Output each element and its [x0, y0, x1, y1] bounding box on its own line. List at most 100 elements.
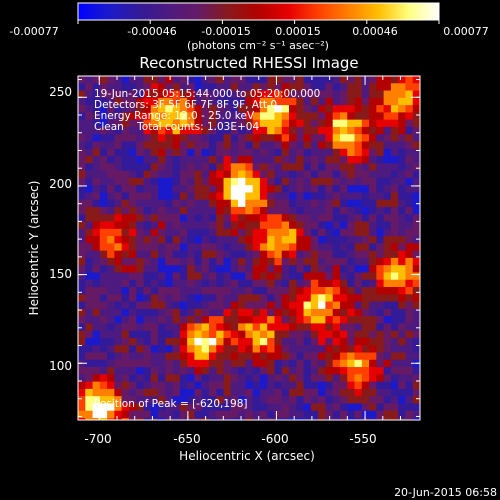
- image-pixel: [259, 76, 268, 84]
- image-pixel: [390, 236, 399, 244]
- image-pixel: [136, 221, 144, 230]
- image-pixel: [252, 272, 261, 281]
- image-pixel: [267, 257, 275, 266]
- image-pixel: [187, 90, 195, 99]
- image-pixel: [267, 228, 275, 237]
- image-pixel: [267, 177, 275, 186]
- image-pixel: [339, 367, 348, 375]
- image-pixel: [92, 236, 101, 244]
- image-pixel: [99, 316, 108, 324]
- image-pixel: [390, 381, 399, 390]
- image-pixel: [230, 199, 239, 208]
- image-pixel: [78, 316, 86, 324]
- image-pixel: [99, 388, 108, 397]
- image-pixel: [412, 156, 420, 164]
- image-pixel: [136, 323, 144, 332]
- image-pixel: [398, 316, 406, 324]
- image-pixel: [158, 192, 166, 201]
- image-pixel: [114, 170, 123, 179]
- image-pixel: [289, 374, 297, 383]
- image-pixel: [390, 257, 399, 266]
- image-pixel: [398, 418, 406, 420]
- image-pixel: [158, 148, 166, 157]
- image-pixel: [172, 156, 181, 164]
- image-pixel: [114, 308, 123, 317]
- image-pixel: [390, 396, 399, 404]
- image-pixel: [238, 410, 246, 419]
- image-pixel: [238, 337, 246, 346]
- image-pixel: [369, 388, 377, 397]
- image-pixel: [296, 308, 304, 317]
- image-pixel: [274, 345, 283, 353]
- image-pixel: [412, 243, 420, 252]
- image-pixel: [216, 185, 224, 193]
- image-pixel: [325, 301, 334, 310]
- image-pixel: [354, 243, 363, 252]
- image-pixel: [332, 396, 341, 404]
- image-pixel: [223, 388, 232, 397]
- image-pixel: [310, 156, 319, 164]
- image-pixel: [281, 228, 290, 237]
- image-pixel: [390, 250, 399, 259]
- image-pixel: [150, 396, 159, 404]
- info-line-time: 19-Jun-2015 05:15:44.000 to 05:20:00.000: [94, 88, 320, 100]
- image-pixel: [194, 265, 203, 273]
- image-pixel: [259, 236, 268, 244]
- image-pixel: [114, 294, 123, 302]
- image-pixel: [303, 308, 312, 317]
- image-pixel: [347, 206, 355, 215]
- image-pixel: [150, 272, 159, 281]
- image-pixel: [165, 141, 173, 150]
- image-pixel: [354, 228, 363, 237]
- image-pixel: [150, 287, 159, 295]
- image-pixel: [398, 221, 406, 230]
- image-pixel: [136, 374, 144, 383]
- image-pixel: [136, 236, 144, 244]
- image-pixel: [398, 112, 406, 121]
- image-pixel: [201, 163, 210, 171]
- image-pixel: [289, 359, 297, 368]
- image-pixel: [369, 192, 377, 201]
- image-pixel: [390, 337, 399, 346]
- image-pixel: [274, 359, 283, 368]
- image-pixel: [383, 323, 392, 332]
- image-pixel: [99, 279, 108, 288]
- image-pixel: [92, 359, 101, 368]
- image-pixel: [339, 418, 348, 420]
- image-pixel: [412, 337, 420, 346]
- image-pixel: [208, 97, 217, 106]
- image-pixel: [114, 330, 123, 339]
- image-pixel: [310, 148, 319, 157]
- image-pixel: [216, 177, 224, 186]
- image-pixel: [281, 359, 290, 368]
- image-pixel: [289, 418, 297, 420]
- image-pixel: [390, 112, 399, 121]
- image-pixel: [201, 112, 210, 121]
- image-pixel: [121, 221, 130, 230]
- image-pixel: [259, 97, 268, 106]
- image-pixel: [216, 163, 224, 171]
- image-pixel: [332, 250, 341, 259]
- image-pixel: [172, 272, 181, 281]
- image-pixel: [267, 294, 275, 302]
- image-pixel: [383, 214, 392, 222]
- image-pixel: [259, 228, 268, 237]
- image-pixel: [143, 410, 152, 419]
- image-pixel: [150, 141, 159, 150]
- image-pixel: [332, 126, 341, 135]
- image-pixel: [332, 134, 341, 142]
- image-pixel: [412, 265, 420, 273]
- image-pixel: [383, 279, 392, 288]
- image-pixel: [332, 316, 341, 324]
- image-pixel: [303, 381, 312, 390]
- image-pixel: [165, 388, 173, 397]
- image-pixel: [354, 156, 363, 164]
- image-pixel: [223, 367, 232, 375]
- image-pixel: [136, 359, 144, 368]
- image-pixel: [405, 126, 414, 135]
- image-pixel: [274, 214, 283, 222]
- image-pixel: [187, 272, 195, 281]
- image-pixel: [216, 279, 224, 288]
- image-pixel: [78, 265, 86, 273]
- image-pixel: [114, 345, 123, 353]
